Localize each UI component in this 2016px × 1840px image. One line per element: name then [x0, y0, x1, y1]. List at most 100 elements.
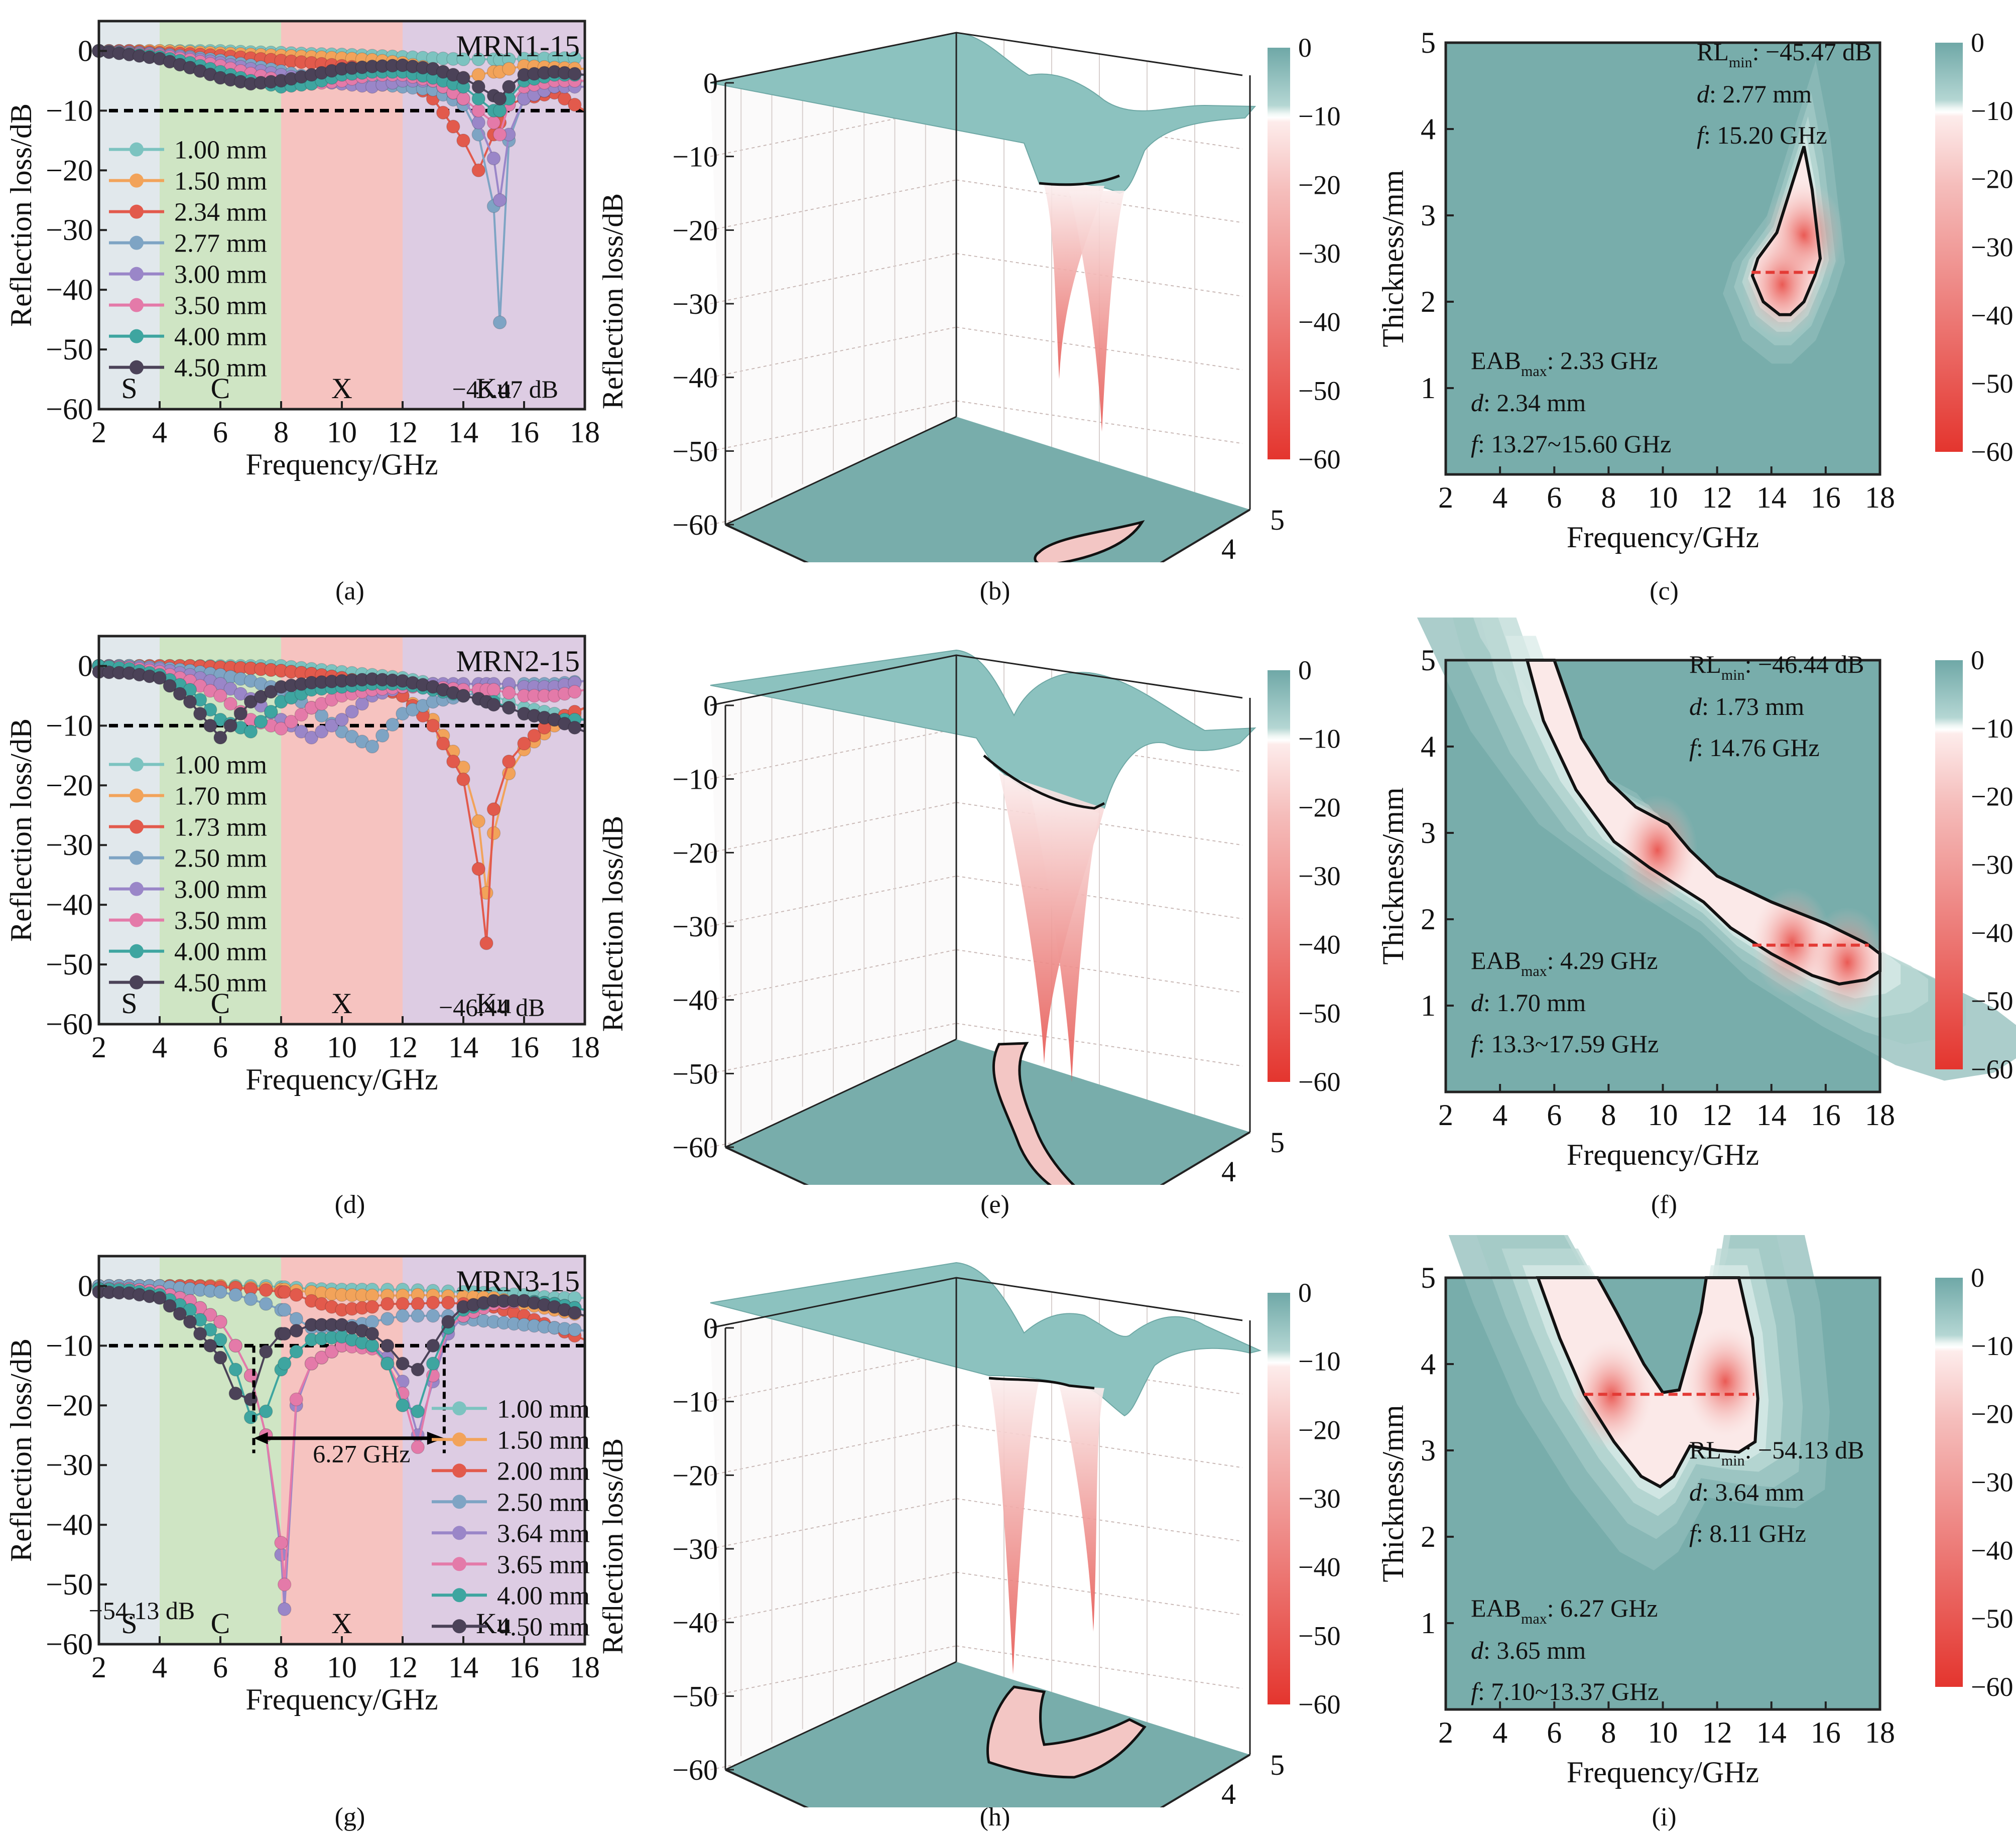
colorbar [1935, 43, 1963, 452]
colorbar-tick-label: −60 [1971, 1054, 2013, 1084]
x-tick-label: 8 [274, 1651, 289, 1684]
data-point [492, 193, 507, 207]
data-point [228, 1338, 242, 1353]
colorbar-tick-label: −30 [1298, 238, 1340, 269]
y-tick-label: 2 [1421, 285, 1436, 318]
data-point [396, 1398, 410, 1413]
eab-arrowhead-left [254, 1432, 268, 1444]
z-tick-label: −50 [672, 1057, 718, 1090]
data-point [456, 71, 470, 85]
z-tick-label: −60 [672, 509, 718, 541]
y-tick-label: −20 [46, 1389, 93, 1422]
x-tick-label: 14 [1756, 1716, 1787, 1749]
colorbar [1935, 1278, 1963, 1687]
z-tick-label: −40 [672, 984, 718, 1017]
data-point [527, 728, 541, 743]
data-point [365, 1300, 380, 1314]
z-tick-label: −10 [672, 141, 718, 173]
surface-spike [989, 1378, 1039, 1674]
data-point [381, 1357, 395, 1371]
eab-max-subscript: max [1521, 363, 1547, 380]
colorbar-tick-label: −50 [1298, 376, 1340, 406]
data-point [193, 706, 207, 721]
data-point [502, 80, 516, 94]
eab-max-thickness: d: 3.65 mm [1471, 1636, 1586, 1664]
x-tick-label: 8 [274, 416, 289, 449]
colorbar-tick-label: −20 [1971, 782, 2013, 812]
hotspot [1571, 1339, 1652, 1450]
x-tick-label: 6 [1547, 1098, 1562, 1132]
eab-max-thickness: d: 1.70 mm [1471, 989, 1586, 1017]
rl-min-frequency: f: 8.11 GHz [1689, 1519, 1806, 1547]
data-point [193, 1326, 207, 1341]
d-symbol: d [1697, 80, 1710, 108]
x-tick-label: 10 [327, 416, 357, 449]
data-point [471, 163, 485, 178]
y-tick-label: −30 [46, 213, 93, 247]
data-point [264, 704, 278, 719]
data-point [381, 1338, 395, 1353]
data-point [396, 1357, 410, 1371]
data-point [183, 695, 197, 709]
legend-label: 4.50 mm [174, 969, 267, 998]
caption-h: (h) [979, 1803, 1011, 1831]
legend-label: 1.00 mm [497, 1395, 590, 1423]
data-point [325, 1344, 339, 1359]
legend-label: 4.00 mm [497, 1581, 590, 1610]
data-point [456, 689, 470, 703]
x-tick-label: 12 [1702, 1716, 1732, 1749]
y-tick-label: −40 [46, 273, 93, 306]
eab-max-frequency-value: : 13.3~17.59 GHz [1478, 1030, 1659, 1058]
colorbar-tick-label: −40 [1971, 918, 2013, 948]
legend-marker [130, 235, 144, 250]
legend-marker [130, 298, 144, 312]
eab-max-value: : 4.29 GHz [1547, 946, 1658, 974]
data-point [277, 1326, 292, 1341]
data-point [486, 802, 501, 816]
z-tick-label: 0 [703, 689, 718, 722]
eab-max-frequency-value: : 13.27~15.60 GHz [1478, 430, 1671, 458]
data-point [274, 1536, 288, 1550]
data-point [213, 1351, 227, 1365]
data-point [277, 1602, 292, 1616]
data-point [411, 1297, 425, 1311]
data-point [289, 1344, 303, 1359]
data-point [568, 1322, 582, 1337]
data-point [243, 1292, 258, 1306]
colorbar-tick-label: −40 [1971, 1535, 2013, 1565]
eab-max-subscript: max [1521, 1611, 1547, 1627]
data-point [446, 754, 460, 769]
rl-min-thickness: d: 3.64 mm [1689, 1478, 1804, 1506]
band-label: C [211, 987, 230, 1020]
data-point [375, 728, 390, 743]
rl-min-thickness: d: 2.77 mm [1697, 80, 1812, 108]
data-point [233, 706, 248, 721]
rl-min-label: RLmin: −54.13 dB [1689, 1436, 1864, 1469]
data-point [314, 724, 329, 739]
z-tick-label: −20 [672, 1459, 718, 1492]
x-axis-label: Frequency/GHz [245, 448, 438, 481]
caption-a: (a) [335, 577, 364, 605]
data-point [243, 1392, 258, 1407]
annotation-label: −54.13 dB [89, 1597, 195, 1625]
data-point [486, 115, 501, 130]
legend-marker [130, 173, 144, 188]
d-symbol: d [1471, 1636, 1484, 1664]
legend-marker [130, 204, 144, 219]
data-point [228, 1386, 242, 1401]
panel-a: S C X Ku −45.47 dB MRN1-15 2 4 6 8 10 12 14 16 18 0 −10 −… [0, 10, 602, 552]
data-point [314, 1351, 329, 1365]
data-point [294, 707, 309, 722]
data-point [259, 1297, 273, 1311]
eab-max-label: EABmax: 4.29 GHz [1471, 946, 1658, 979]
y-axis-label: Reflection loss/dB [5, 103, 38, 327]
hotspot [1685, 1326, 1766, 1437]
band-label: Ku [476, 987, 512, 1020]
x-tick-label: 12 [388, 1651, 418, 1684]
data-point [471, 814, 485, 828]
data-point [277, 1285, 292, 1299]
legend-marker [130, 360, 144, 375]
legend-label: 3.65 mm [497, 1550, 590, 1579]
rl-min-name: RL [1689, 650, 1721, 678]
data-point [456, 52, 470, 66]
